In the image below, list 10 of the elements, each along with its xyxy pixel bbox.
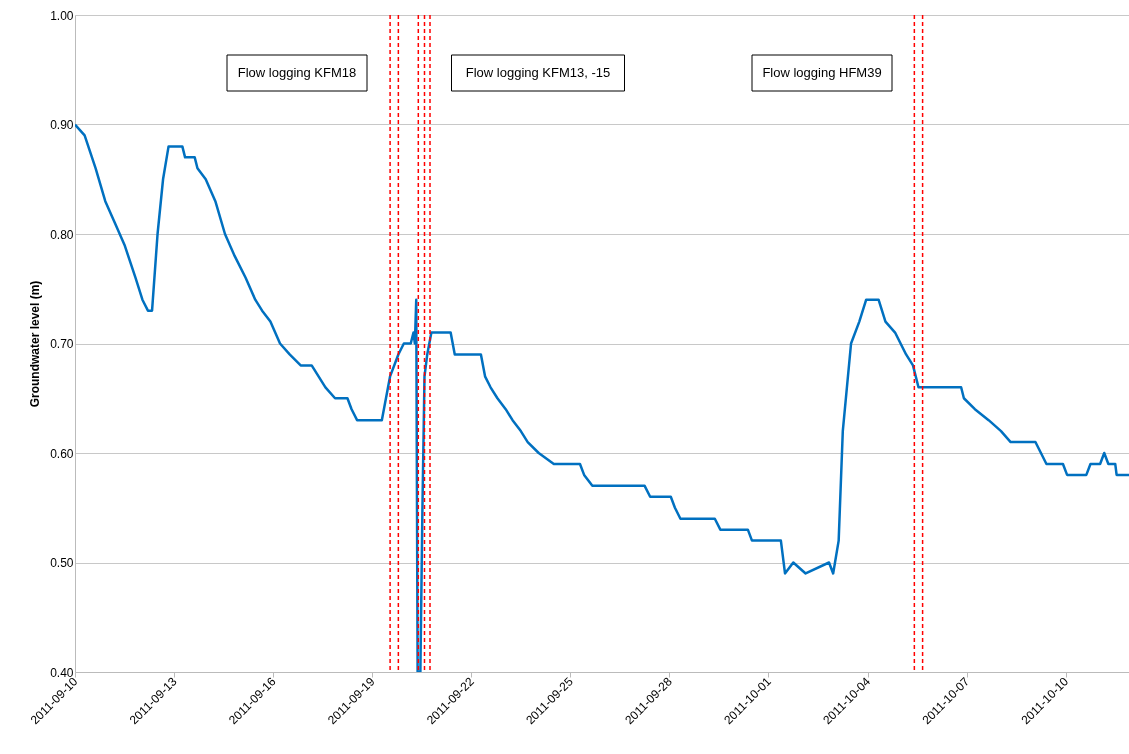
y-axis-title: Groundwater level (m) — [28, 280, 43, 408]
y-tick-label: 1.00 — [50, 8, 74, 23]
y-tick-label: 0.50 — [50, 556, 74, 570]
annotation: Flow logging HFM39 — [762, 65, 882, 80]
annotation: Flow logging KFM13, -15 — [465, 65, 611, 80]
y-tick-label: 0.80 — [50, 227, 74, 242]
y-tick-label: 0.90 — [50, 118, 74, 132]
annotation: Flow logging KFM18 — [237, 65, 357, 80]
y-tick-label: 0.70 — [50, 337, 74, 351]
y-tick-label: 0.60 — [50, 446, 74, 461]
